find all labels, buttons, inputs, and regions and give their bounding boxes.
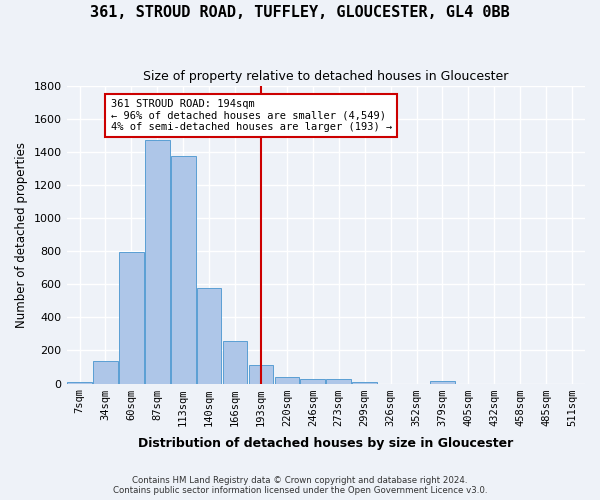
Text: 361, STROUD ROAD, TUFFLEY, GLOUCESTER, GL4 0BB: 361, STROUD ROAD, TUFFLEY, GLOUCESTER, G… <box>90 5 510 20</box>
Bar <box>326 380 351 384</box>
Bar <box>275 377 299 384</box>
Bar <box>301 378 325 384</box>
Bar <box>171 156 196 384</box>
X-axis label: Distribution of detached houses by size in Gloucester: Distribution of detached houses by size … <box>138 437 514 450</box>
Bar <box>119 252 143 384</box>
Bar <box>67 382 92 384</box>
Bar <box>145 140 170 384</box>
Bar <box>223 342 247 384</box>
Text: 361 STROUD ROAD: 194sqm
← 96% of detached houses are smaller (4,549)
4% of semi-: 361 STROUD ROAD: 194sqm ← 96% of detache… <box>110 99 392 132</box>
Bar <box>197 288 221 384</box>
Bar <box>430 381 455 384</box>
Title: Size of property relative to detached houses in Gloucester: Size of property relative to detached ho… <box>143 70 508 83</box>
Y-axis label: Number of detached properties: Number of detached properties <box>15 142 28 328</box>
Bar <box>352 382 377 384</box>
Bar <box>93 361 118 384</box>
Text: Contains HM Land Registry data © Crown copyright and database right 2024.
Contai: Contains HM Land Registry data © Crown c… <box>113 476 487 495</box>
Bar <box>248 366 273 384</box>
